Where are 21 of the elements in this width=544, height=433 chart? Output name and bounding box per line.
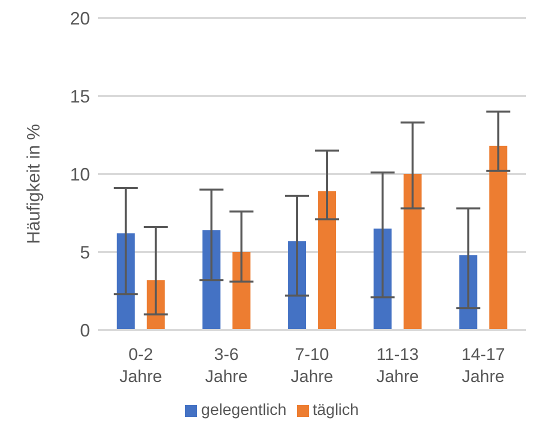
- y-tick-label: 10: [70, 164, 90, 184]
- x-tick-label: 3-6 Jahre: [205, 345, 248, 386]
- y-tick-label: 15: [70, 86, 90, 106]
- y-tick-label: 0: [80, 320, 90, 340]
- x-tick-label: 14-17 Jahre: [461, 345, 505, 386]
- y-axis-title: Häufigkeit in %: [23, 124, 44, 244]
- legend-label: gelegentlich: [201, 402, 287, 419]
- bar: [116, 233, 135, 330]
- bar: [404, 174, 422, 330]
- bar: [374, 228, 392, 330]
- bar: [288, 241, 306, 330]
- bar: [232, 252, 250, 330]
- y-tick-label: 5: [80, 242, 90, 262]
- x-tick-label: 0-2 Jahre: [120, 345, 162, 386]
- legend-label: täglich: [312, 402, 359, 419]
- x-tick-label: 7-10 Jahre: [290, 345, 334, 386]
- x-tick-label: 11-13 Jahre: [376, 345, 419, 386]
- bar: [202, 230, 220, 330]
- bar: [318, 191, 336, 330]
- bar: [489, 146, 508, 330]
- y-tick-label: 20: [70, 8, 90, 28]
